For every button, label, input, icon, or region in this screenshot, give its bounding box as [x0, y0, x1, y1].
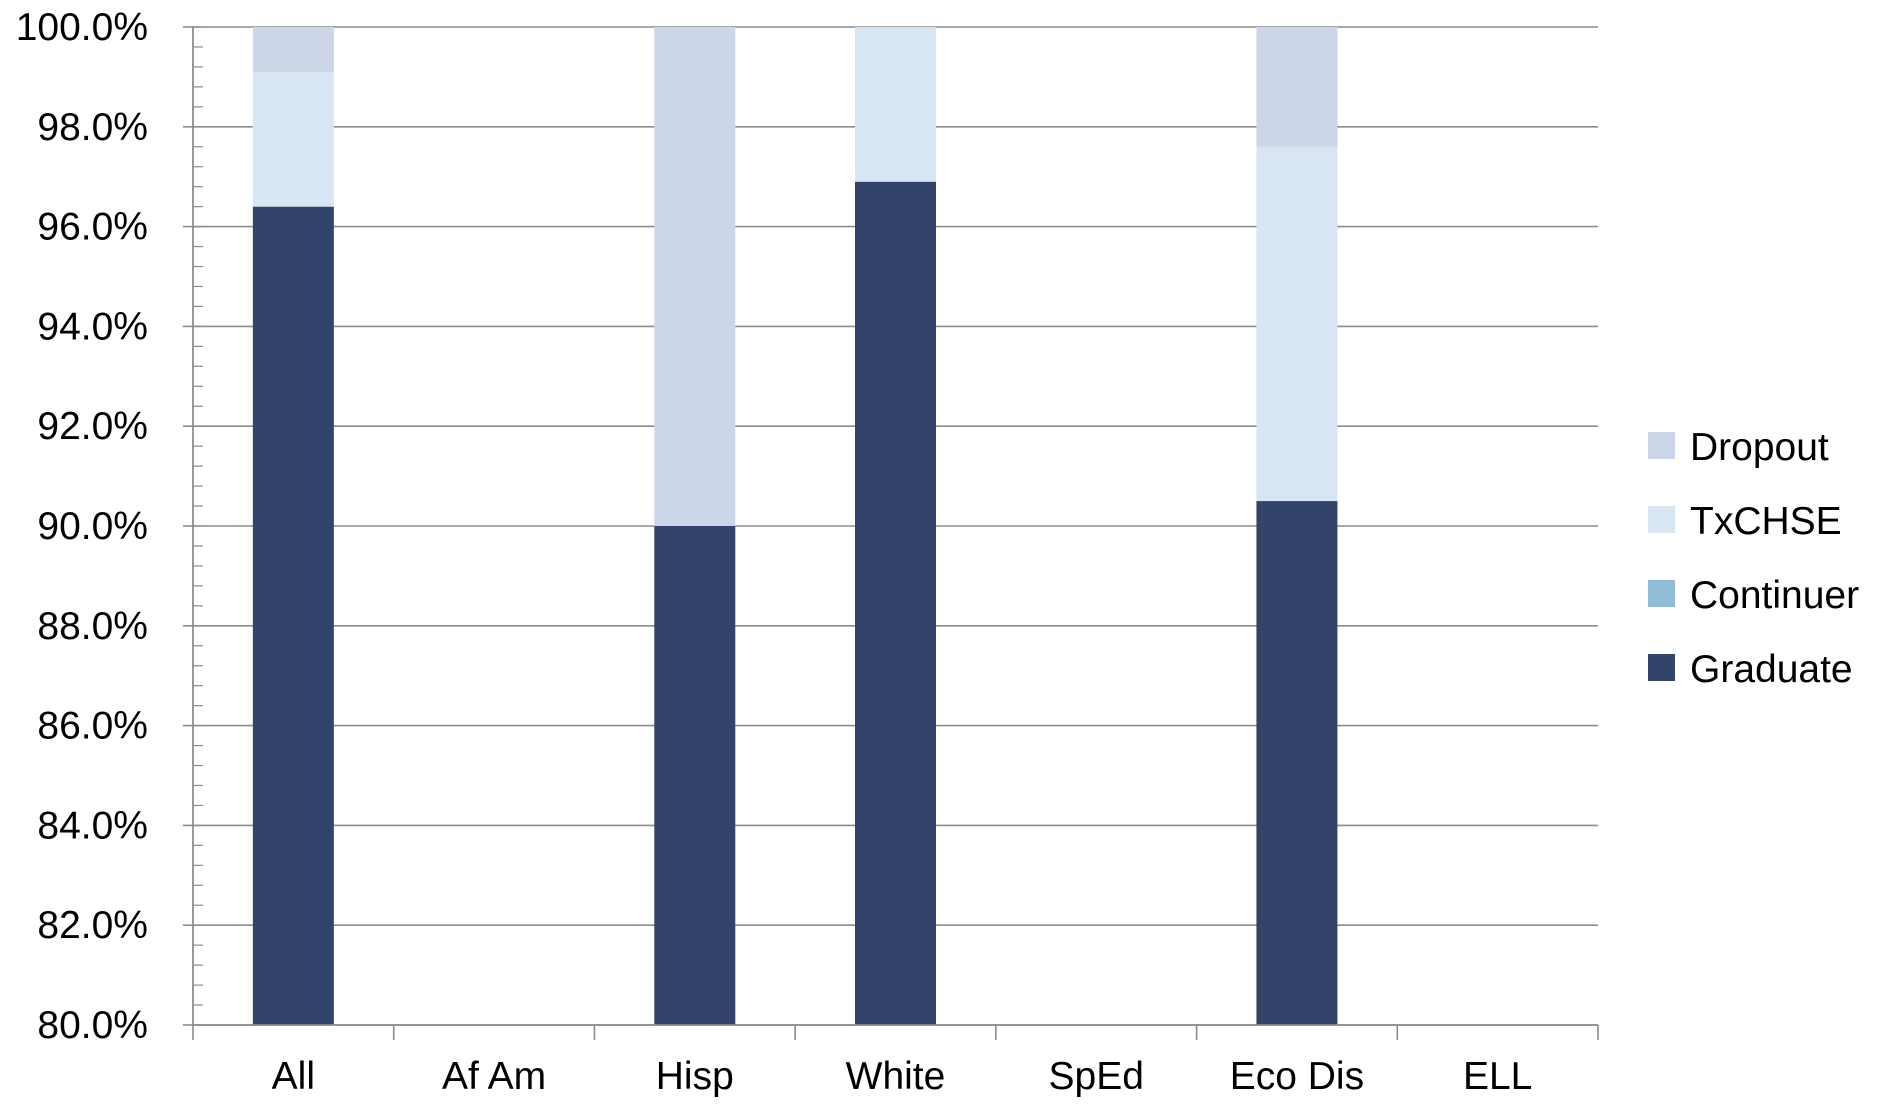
legend-swatch-continuer	[1648, 580, 1675, 607]
legend: Dropout TxCHSE Continuer Graduate	[1648, 426, 1859, 691]
bar-txchse-eco-dis	[1256, 146, 1338, 502]
bar-txchse-all	[252, 71, 334, 207]
y-tick-label: 86.0%	[37, 705, 148, 748]
y-tick-label: 88.0%	[37, 605, 148, 648]
y-tick-label: 90.0%	[37, 505, 148, 548]
x-tick-label: All	[272, 1055, 315, 1098]
y-axis-tick-labels: 80.0% 82.0% 84.0% 86.0% 88.0% 90.0% 92.0% 94.0%…	[16, 6, 148, 1047]
bar-dropout-hisp	[654, 27, 736, 526]
x-tick-label: Eco Dis	[1230, 1055, 1364, 1098]
bar-graduate-all	[252, 206, 334, 1025]
y-tick-label: 80.0%	[37, 1004, 148, 1047]
legend-swatch-graduate	[1648, 654, 1675, 681]
bar-graduate-hisp	[654, 526, 736, 1025]
y-tick-label: 84.0%	[37, 804, 148, 847]
x-tick-label: Hisp	[656, 1055, 734, 1098]
x-tick-label: White	[846, 1055, 946, 1098]
bars	[252, 27, 1338, 1025]
legend-swatch-dropout	[1648, 432, 1675, 459]
bar-graduate-white	[855, 181, 936, 1025]
legend-label-continuer: Continuer	[1690, 574, 1859, 617]
legend-label-txchse: TxCHSE	[1690, 500, 1842, 543]
legend-label-graduate: Graduate	[1690, 648, 1853, 691]
legend-label-dropout: Dropout	[1690, 426, 1829, 469]
legend-swatch-txchse	[1648, 506, 1675, 533]
x-tick-label: Af Am	[442, 1055, 546, 1098]
bar-dropout-eco-dis	[1256, 27, 1338, 147]
y-tick-label: 94.0%	[37, 305, 148, 348]
y-tick-label: 92.0%	[37, 405, 148, 448]
x-tick-label: ELL	[1463, 1055, 1532, 1098]
y-tick-label: 98.0%	[37, 106, 148, 149]
bar-txchse-white	[855, 27, 936, 182]
x-axis-tick-labels: All Af Am Hisp White SpEd Eco Dis ELL	[272, 1055, 1533, 1098]
bar-graduate-eco-dis	[1256, 501, 1338, 1025]
x-tick-label: SpEd	[1049, 1055, 1144, 1098]
bar-dropout-all	[252, 27, 334, 72]
y-tick-label: 96.0%	[37, 206, 148, 249]
y-tick-label: 82.0%	[37, 904, 148, 947]
axes	[183, 26, 1599, 1040]
y-tick-label: 100.0%	[16, 6, 148, 49]
